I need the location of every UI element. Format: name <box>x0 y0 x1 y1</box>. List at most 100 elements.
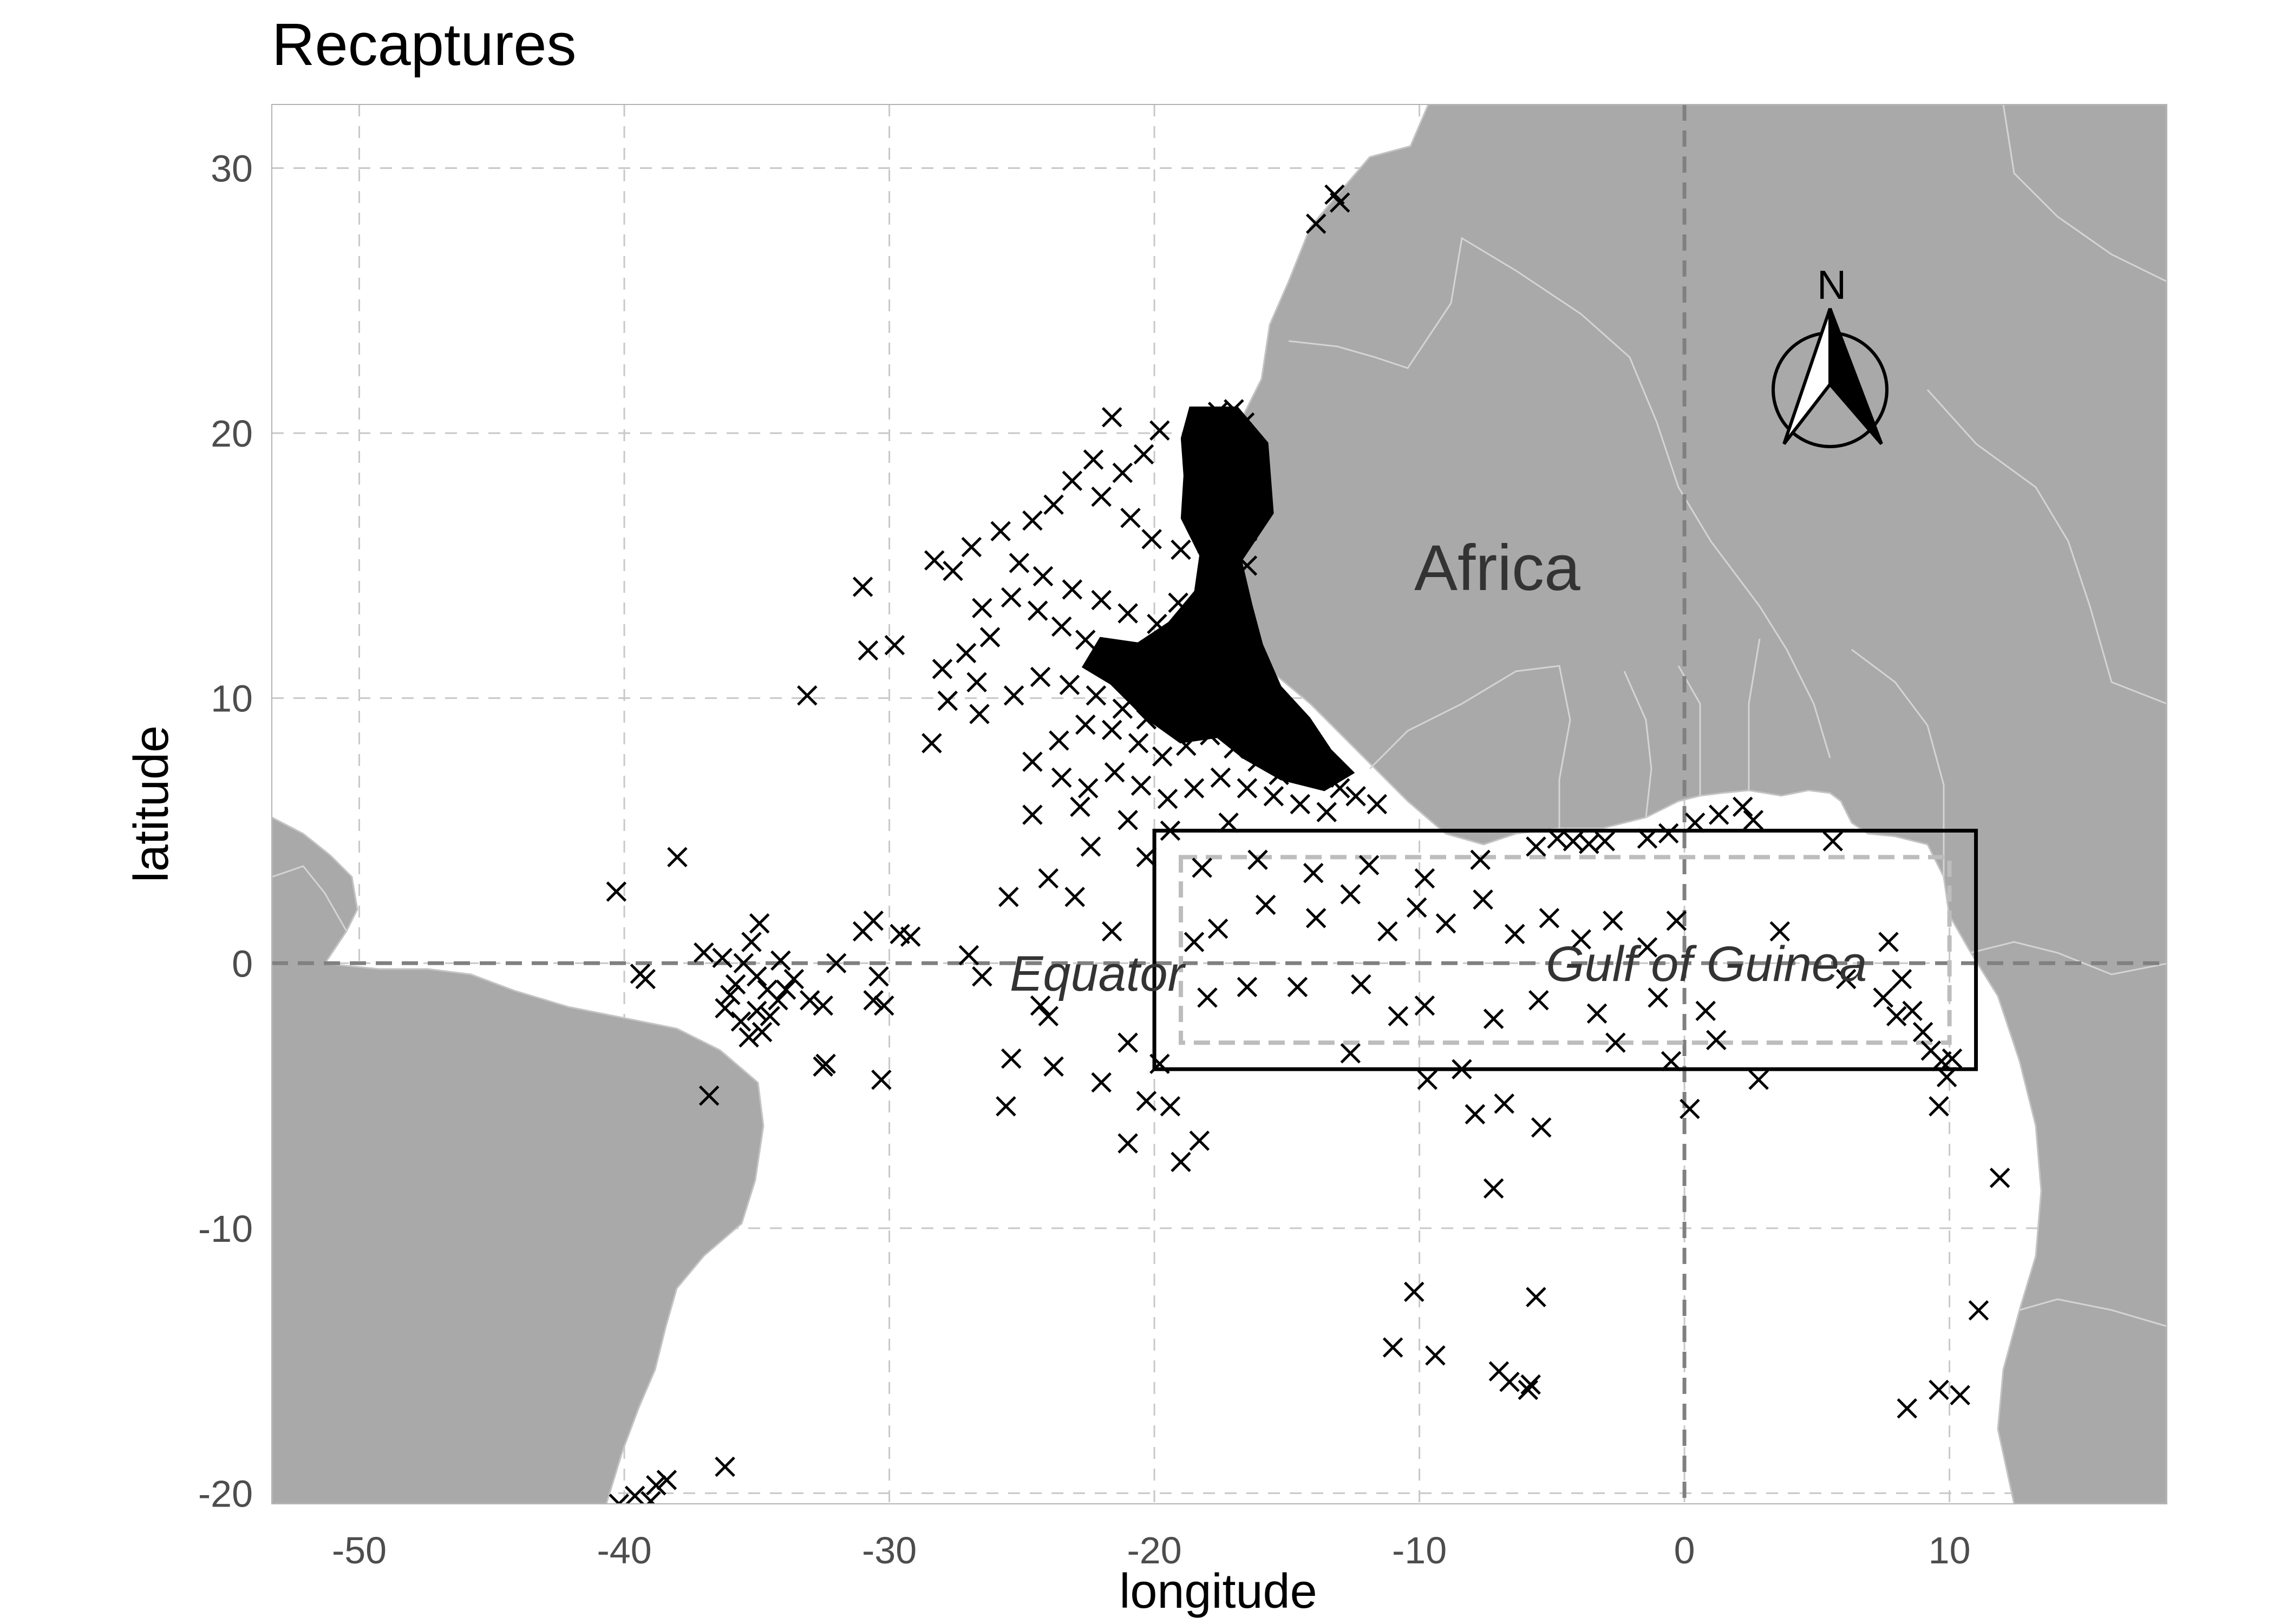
recapture-marker <box>969 704 990 724</box>
recapture-marker <box>641 1491 661 1504</box>
recapture-marker <box>1022 510 1043 531</box>
recapture-marker <box>1695 1000 1716 1021</box>
recapture-marker <box>1526 1287 1546 1307</box>
recapture-marker <box>900 926 921 947</box>
recapture-marker <box>1022 804 1043 825</box>
recapture-marker <box>1878 932 1899 952</box>
recapture-marker <box>1518 1379 1539 1400</box>
x-tick-label: -20 <box>1127 1529 1181 1571</box>
recapture-marker <box>1184 778 1205 798</box>
recapture-marker <box>1184 932 1205 952</box>
recapture-marker <box>1414 868 1435 889</box>
recapture-marker <box>1083 449 1104 470</box>
recapture-marker <box>1051 616 1072 637</box>
recapture-marker <box>1171 1151 1191 1173</box>
recapture-marker <box>1835 968 1857 990</box>
recapture-marker <box>1499 1372 1520 1392</box>
recapture-marker <box>1149 420 1170 441</box>
land-masses <box>272 104 2167 1504</box>
recapture-marker <box>1237 977 1258 998</box>
study-area-dashed-box <box>1179 855 1952 1045</box>
recapture-marker <box>635 968 656 990</box>
recapture-marker <box>1051 767 1072 788</box>
recapture-marker <box>1038 1006 1059 1026</box>
recapture-marker <box>1414 995 1435 1016</box>
recapture-marker <box>770 950 791 971</box>
recapture-marker <box>1637 828 1658 849</box>
recapture-marker <box>1062 579 1083 600</box>
recapture-marker <box>1001 1048 1022 1069</box>
recapture-marker <box>799 990 820 1011</box>
recapture-marker <box>932 659 953 679</box>
recapture-marker <box>1210 767 1231 788</box>
recapture-marker <box>1218 813 1239 833</box>
recapture-marker <box>1684 813 1706 833</box>
recapture-marker <box>1247 849 1268 870</box>
recapture-marker <box>1435 913 1456 934</box>
y-tick-label: -10 <box>198 1208 253 1250</box>
recapture-marker <box>1118 1032 1138 1053</box>
plot-panel: Africa Equator Gulf of Guinea N <box>272 104 2167 1504</box>
recapture-marker <box>1505 924 1525 945</box>
recapture-marker <box>863 911 884 931</box>
recapture-marker <box>1160 1096 1181 1117</box>
recapture-marker <box>1358 855 1380 875</box>
recapture-marker <box>656 1470 677 1490</box>
north-arrow: N <box>1772 262 1889 448</box>
recapture-marker <box>694 942 714 963</box>
chart-title: Recaptures <box>272 11 577 78</box>
recapture-marker <box>1101 719 1122 741</box>
recapture-marker <box>1873 987 1893 1008</box>
y-tick-label: 30 <box>211 148 253 190</box>
recapture-marker <box>768 990 788 1011</box>
recapture-marker <box>1136 1091 1157 1111</box>
recapture-marker <box>1022 751 1043 772</box>
recapture-marker <box>924 550 945 571</box>
recapture-marker <box>1059 675 1080 695</box>
recapture-marker <box>1290 794 1311 815</box>
recapture-marker <box>943 560 963 581</box>
recapture-marker <box>712 947 733 968</box>
recapture-marker <box>1465 1104 1486 1125</box>
recapture-marker <box>715 1456 735 1477</box>
recapture-marker <box>1049 730 1069 751</box>
recapture-marker <box>783 968 805 990</box>
recapture-marker <box>1345 786 1366 807</box>
recapture-marker <box>775 979 796 1000</box>
recapture-marker <box>958 945 979 966</box>
recapture-marker <box>874 995 894 1016</box>
recapture-marker <box>1136 847 1157 868</box>
recapture-marker <box>1539 908 1560 928</box>
recapture-marker <box>1661 1051 1682 1072</box>
recapture-marker <box>1101 407 1122 428</box>
recapture-marker <box>1033 566 1054 587</box>
recapture-marker <box>1287 977 1308 998</box>
y-tick-label: 10 <box>211 678 253 720</box>
south-america-landmass <box>272 816 764 1504</box>
recapture-marker <box>1001 587 1022 608</box>
recapture-dense-cluster <box>1081 407 1355 791</box>
recapture-marker <box>624 1485 645 1504</box>
recapture-marker <box>863 990 884 1011</box>
recapture-marker <box>1563 831 1584 852</box>
recapture-marker <box>1526 836 1546 857</box>
y-axis-title: latitude <box>125 725 179 882</box>
recapture-marker <box>1237 778 1258 798</box>
recapture-marker <box>1547 828 1567 849</box>
recapture-marker <box>937 690 958 711</box>
recapture-marker <box>667 847 688 868</box>
recapture-marker <box>646 1475 666 1496</box>
recapture-marker <box>1891 968 1912 990</box>
recapture-marker <box>1340 1043 1361 1064</box>
x-tick-label: -50 <box>332 1529 387 1571</box>
recapture-marker <box>1070 796 1090 817</box>
y-tick-label: 0 <box>232 942 253 985</box>
recapture-marker <box>730 1011 752 1032</box>
recapture-marker <box>1118 603 1138 624</box>
recapture-marker <box>858 640 879 661</box>
recapture-marker <box>1112 462 1133 483</box>
recapture-marker <box>1531 1117 1552 1138</box>
recapture-marker <box>1149 1053 1170 1075</box>
recapture-marker <box>749 913 770 934</box>
